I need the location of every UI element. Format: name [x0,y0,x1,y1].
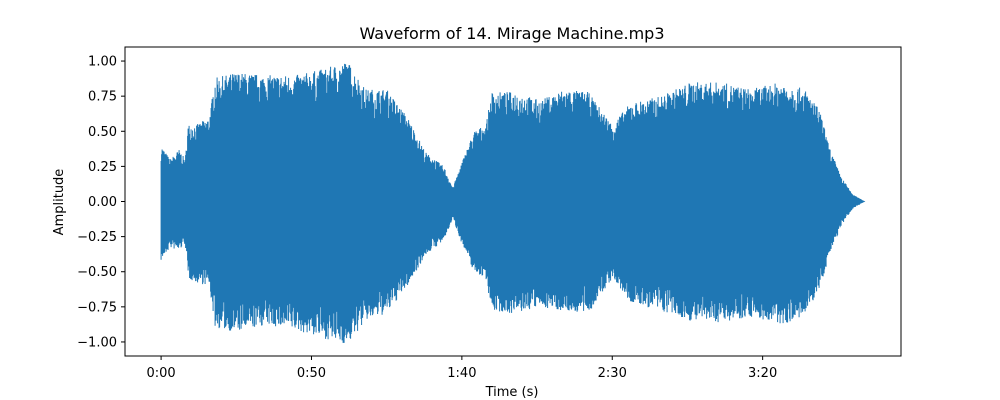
y-tick-label: 0.75 [88,90,117,105]
y-tick-label: 0.25 [88,160,117,175]
y-axis-label: Amplitude [52,169,67,236]
x-tick-label: 2:30 [598,366,627,381]
waveform-series [160,63,866,343]
x-tick-label: 3:20 [748,366,777,381]
waveform-line [160,63,866,343]
y-tick-label: −1.00 [77,335,117,350]
y-tick-label: −0.25 [77,230,117,245]
y-tick-label: 0.50 [88,125,117,140]
x-tick-label: 0:00 [146,366,175,381]
y-axis-ticks: 1.00 0.75 0.50 0.25 0.00 −0.25 −0.50 −0.75 −1.00 [77,55,125,350]
x-tick-label: 0:50 [297,366,326,381]
y-tick-label: −0.75 [77,300,117,315]
y-tick-label: 0.00 [88,195,117,210]
x-axis-ticks: 0:00 0:50 1:40 2:30 3:20 [146,356,777,381]
x-tick-label: 1:40 [447,366,476,381]
y-tick-label: −0.50 [77,265,117,280]
x-axis-label: Time (s) [485,385,539,400]
chart-title: Waveform of 14. Mirage Machine.mp3 [359,24,664,43]
y-tick-label: 1.00 [88,55,117,70]
